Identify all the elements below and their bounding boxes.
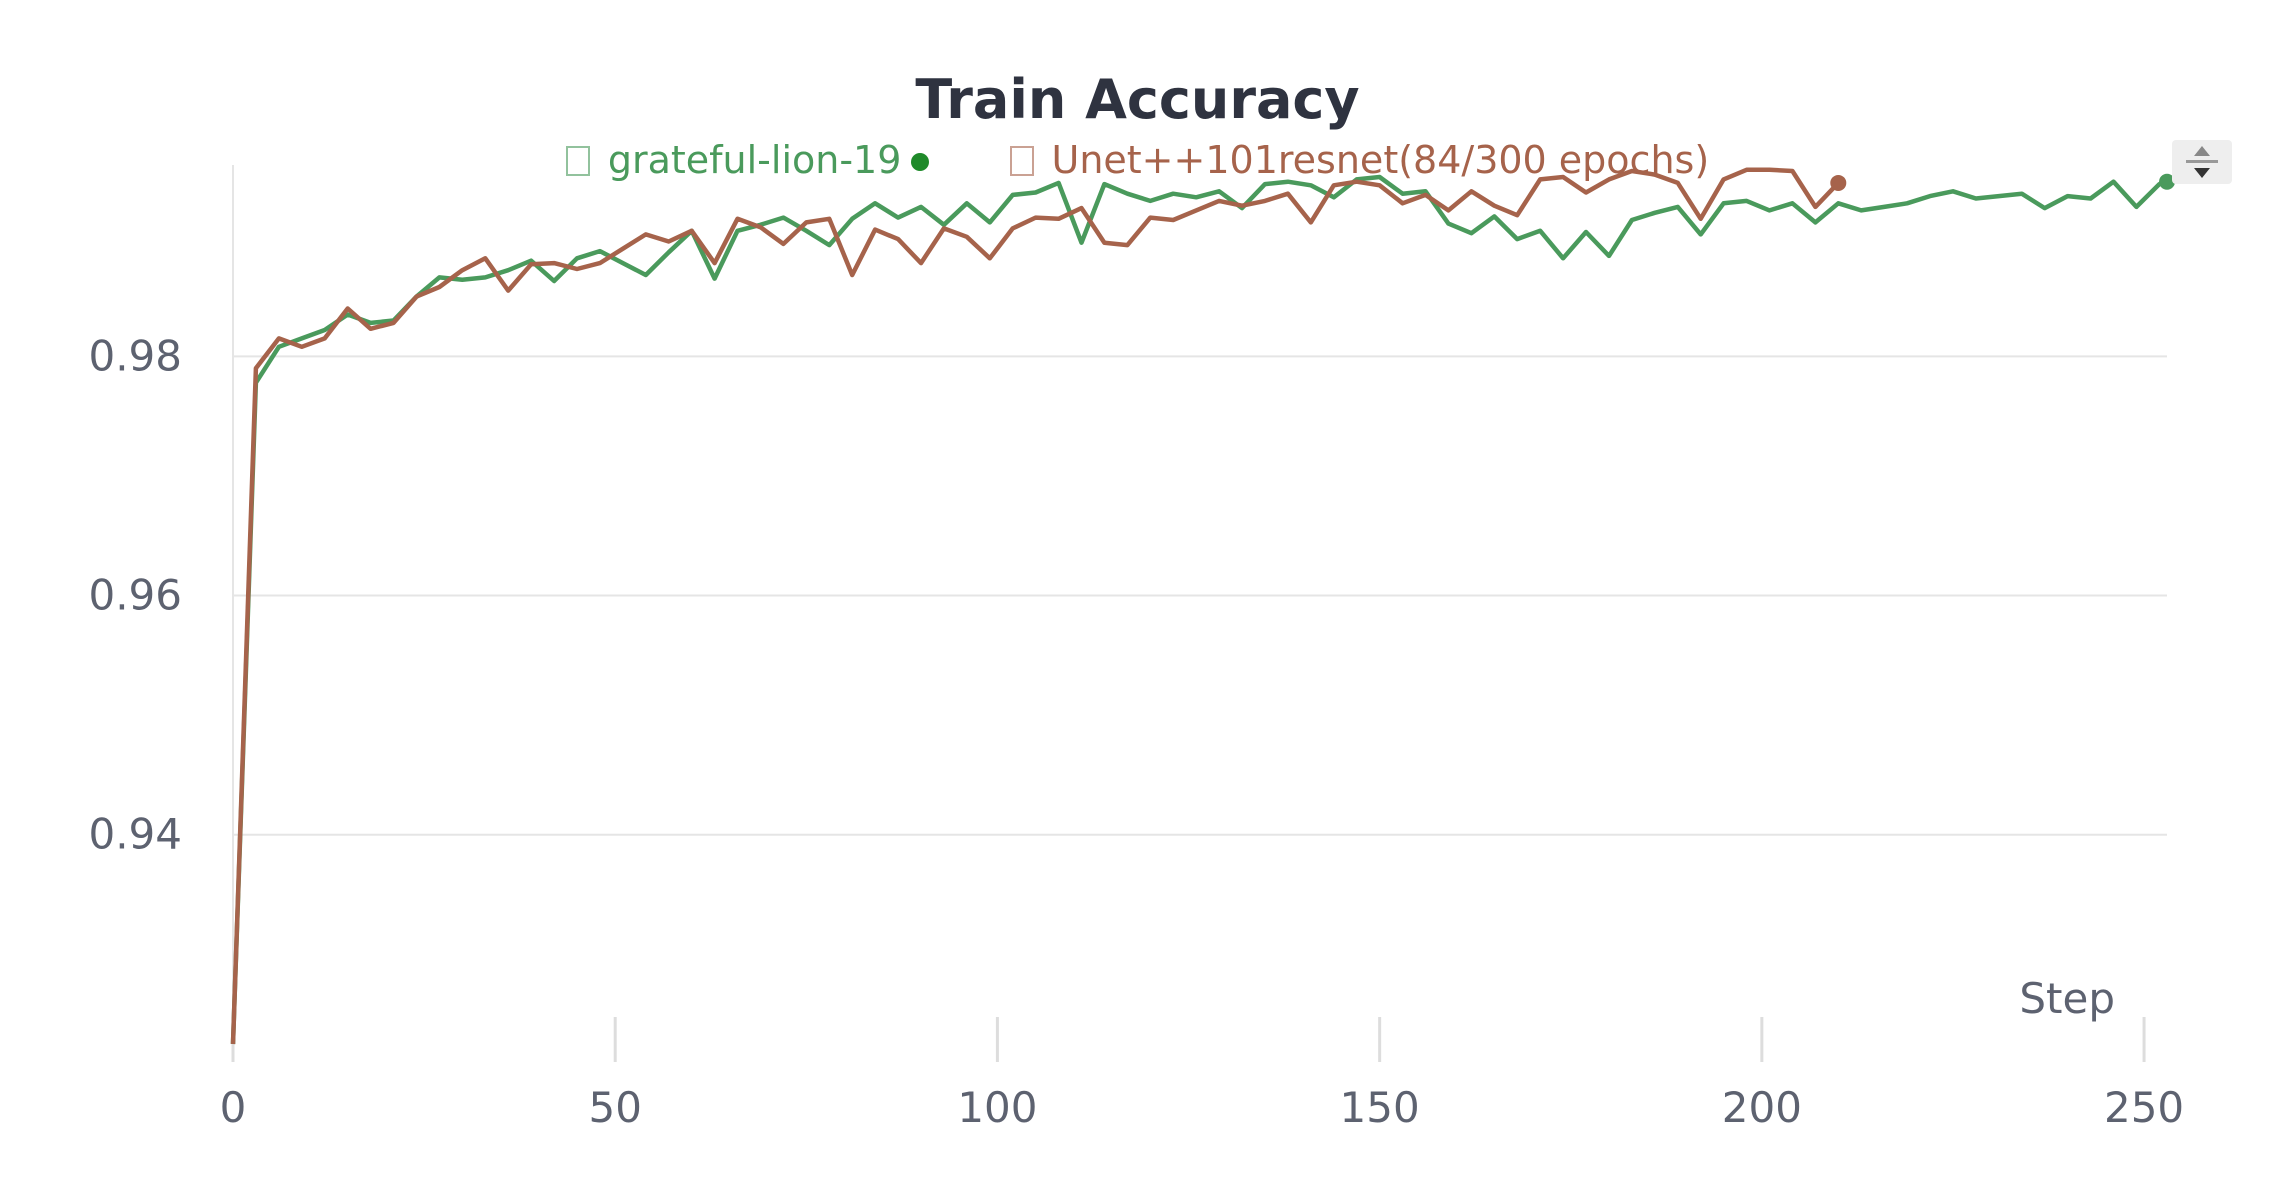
y-tick-label: 0.98 bbox=[88, 331, 182, 380]
series-end-marker-1 bbox=[1830, 174, 1847, 191]
legend-item-grateful-lion-19[interactable]: grateful-lion-19 bbox=[565, 138, 930, 182]
series-line-0 bbox=[230, 174, 2168, 1045]
x-tick-label: 250 bbox=[2104, 1083, 2184, 1132]
x-tick-label: 150 bbox=[1340, 1083, 1420, 1132]
square-outline-icon bbox=[1009, 146, 1034, 176]
x-tick-label: 200 bbox=[1722, 1083, 1802, 1132]
scroll-up-down-icon bbox=[2186, 146, 2218, 178]
series-lines bbox=[230, 167, 2175, 1045]
legend-label: Unet++101resnet(84/300 epochs) bbox=[1051, 138, 1710, 182]
square-outline-icon bbox=[565, 146, 590, 176]
gridlines bbox=[232, 165, 2167, 1050]
x-axis-ticks: 0 50 100 150 200 250 bbox=[220, 1017, 2184, 1132]
legend-scroll-control[interactable] bbox=[2172, 140, 2232, 184]
x-tick-label: 0 bbox=[220, 1083, 247, 1132]
series-end-marker-0 bbox=[2159, 173, 2175, 190]
x-tick-label: 100 bbox=[957, 1083, 1037, 1132]
filled-circle-icon bbox=[911, 153, 930, 171]
y-axis-tick-labels: 0.94 0.96 0.98 bbox=[88, 331, 182, 858]
y-tick-label: 0.94 bbox=[88, 810, 182, 859]
legend-item-unet-101resnet[interactable]: Unet++101resnet(84/300 epochs) bbox=[1009, 138, 1710, 182]
x-tick-label: 50 bbox=[588, 1083, 641, 1132]
y-tick-label: 0.96 bbox=[88, 571, 182, 620]
x-axis-label: Step bbox=[2019, 974, 2115, 1023]
series-line-1 bbox=[230, 167, 1840, 1045]
legend-label: grateful-lion-19 bbox=[607, 138, 902, 182]
chart-legend: grateful-lion-19 Unet++101resnet(84/300 … bbox=[0, 138, 2275, 182]
chart-title: Train Accuracy bbox=[915, 68, 1360, 131]
